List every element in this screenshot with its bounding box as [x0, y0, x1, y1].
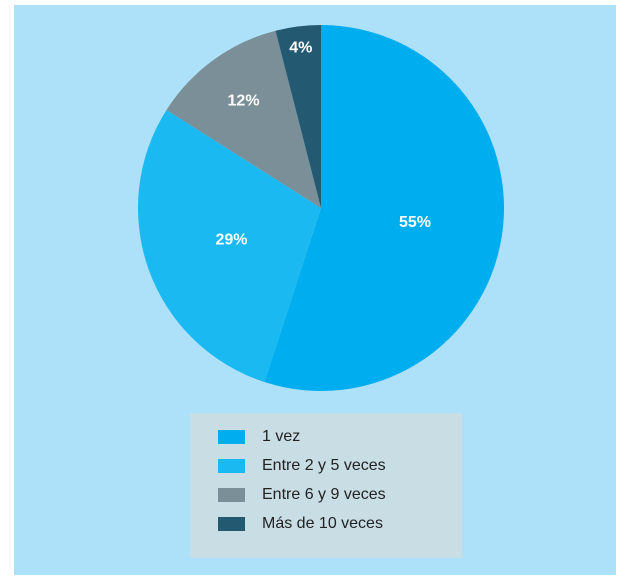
data-label: 55%	[399, 214, 431, 231]
pie-slice	[264, 25, 505, 392]
pie-slice	[137, 109, 321, 383]
legend-label: Entre 2 y 5 veces	[262, 457, 386, 474]
legend-label: 1 vez	[262, 428, 300, 445]
legend-label: Entre 6 y 9 veces	[262, 486, 386, 503]
data-label: 12%	[228, 93, 260, 110]
legend-swatch	[218, 459, 245, 473]
pie-slice	[166, 30, 321, 208]
legend-swatch	[218, 430, 245, 444]
legend-swatch	[218, 517, 245, 531]
legend-swatch	[218, 488, 245, 502]
data-label: 29%	[215, 231, 247, 248]
pie-slice	[275, 25, 321, 208]
data-label: 4%	[289, 39, 312, 56]
legend-label: Más de 10 veces	[262, 515, 383, 532]
